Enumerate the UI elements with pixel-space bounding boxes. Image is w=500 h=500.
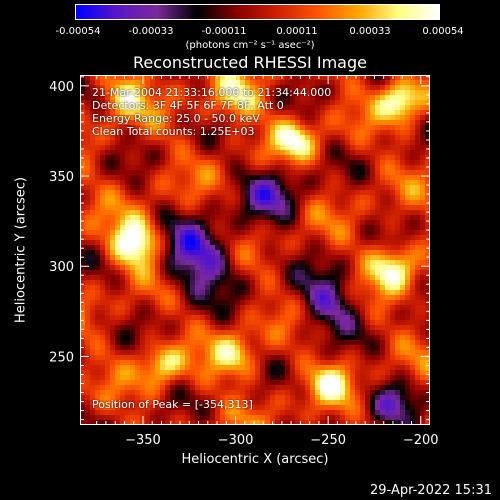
annotation-detectors: Detectors: 3F 4F 5F 6F 7F 8F, Att 0 — [92, 99, 284, 112]
x-tick-label: −250 — [310, 433, 346, 448]
colorbar-tick-label: 0.00011 — [276, 26, 318, 37]
annotation-energy-range: Energy Range: 25.0 - 50.0 keV — [92, 112, 260, 125]
y-tick-label: 300 — [49, 260, 74, 275]
y-axis-label: Heliocentric Y (arcsec) — [13, 177, 29, 323]
annotation-time-range: 21-Mar-2004 21:33:16.000 to 21:34:44.000 — [92, 86, 332, 99]
colorbar — [75, 4, 440, 20]
y-tick-label: 250 — [49, 350, 74, 365]
axes-border — [80, 75, 430, 425]
x-tick-label: −300 — [218, 433, 254, 448]
colorbar-units: (photons cm⁻² s⁻¹ asec⁻²) — [185, 40, 315, 51]
x-axis-label: Heliocentric X (arcsec) — [181, 452, 329, 467]
timestamp: 29-Apr-2022 15:31 — [370, 483, 492, 498]
chart-title: Reconstructed RHESSI Image — [133, 53, 367, 72]
annotation-peak-position: Position of Peak = [-354,313] — [92, 398, 253, 411]
colorbar-tick-label: -0.00054 — [55, 26, 101, 37]
colorbar-tick-label: 0.00033 — [349, 26, 391, 37]
colorbar-tick-label: -0.00033 — [128, 26, 174, 37]
annotation-clean-counts: Clean Total counts: 1.25E+03 — [92, 125, 255, 138]
x-tick-label: −350 — [125, 433, 161, 448]
heatmap-image — [80, 75, 430, 425]
colorbar-tick-label: 0.00054 — [422, 26, 464, 37]
colorbar-tick-label: -0.00011 — [201, 26, 247, 37]
y-tick-label: 350 — [49, 170, 74, 185]
y-tick-label: 400 — [49, 80, 74, 95]
plot-frame: −350 −300 −250 −200 250 300 350 400 — [49, 75, 439, 448]
plot-area: −350 −300 −250 −200 250 300 350 400 21-Mar-2004… — [49, 75, 439, 448]
x-tick-label: −200 — [403, 433, 439, 448]
